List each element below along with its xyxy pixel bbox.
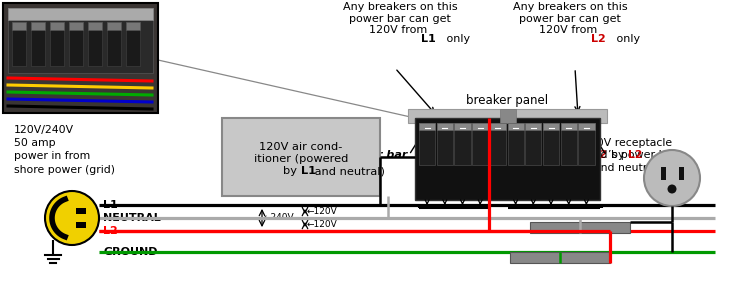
Text: Any breakers on this
power bar can get
120V from: Any breakers on this power bar can get 1… [512,2,627,35]
Bar [472,123,488,165]
Text: Any breakers on this
power bar can get
120V from: Any breakers on this power bar can get 1… [343,2,458,35]
Text: L1: L1 [301,166,316,176]
Bar [455,123,471,165]
Bar [12,22,26,66]
Text: ←120V: ←120V [307,207,338,216]
Bar [578,123,594,130]
Text: only: only [443,34,470,44]
Text: (powered by: (powered by [556,150,628,160]
Text: ←120V: ←120V [307,220,338,229]
Bar [561,123,577,130]
Circle shape [45,191,99,245]
Bar [69,22,83,30]
Text: L1’s power bar: L1’s power bar [314,150,407,160]
Text: only: only [613,34,640,44]
Text: L2: L2 [628,150,643,160]
Text: GROUND: GROUND [103,247,157,257]
Bar [543,123,559,130]
Circle shape [644,150,700,206]
Bar [661,167,665,180]
Text: L2: L2 [103,226,118,236]
Bar [50,22,64,30]
Bar [490,123,506,165]
Text: 120V receptacle: 120V receptacle [583,138,673,148]
Text: L1: L1 [103,200,118,210]
Bar [8,8,153,20]
Bar [126,22,140,30]
Bar [436,123,453,130]
Bar [543,123,559,165]
Bar [107,22,121,66]
Text: L2: L2 [591,34,605,44]
Text: ’s power bar: ’s power bar [608,150,677,160]
Text: NEUTRAL: NEUTRAL [103,213,161,223]
Bar [88,22,102,30]
Bar [472,123,488,130]
Bar [408,109,607,123]
Bar [525,123,542,165]
Bar [50,22,64,66]
Bar [3,3,158,113]
Bar [76,208,86,214]
Bar [88,22,102,66]
Bar [507,123,523,165]
Text: L1: L1 [420,34,436,44]
FancyBboxPatch shape [222,118,380,196]
Text: L2: L2 [593,150,608,160]
Bar [31,22,45,30]
Bar [8,8,153,73]
Bar [499,109,515,123]
Bar [126,22,140,66]
Text: and neutral): and neutral) [311,166,385,176]
Text: ←240V: ←240V [264,214,295,223]
Bar [76,222,86,228]
Bar [12,22,26,30]
Bar [525,123,542,130]
Circle shape [667,184,676,194]
Text: and neutral): and neutral) [594,162,662,172]
Text: breaker panel: breaker panel [466,94,548,107]
Bar [561,123,577,165]
Bar [510,252,610,263]
Bar [436,123,453,165]
Bar [678,167,683,180]
Bar [578,123,594,165]
Bar [455,123,471,130]
Bar [490,123,506,130]
Bar [31,22,45,66]
Bar [415,118,600,200]
Bar [419,123,435,130]
Bar [530,222,630,233]
Bar [107,22,121,30]
Text: by: by [284,166,301,176]
Bar [419,123,435,165]
Bar [69,22,83,66]
Text: 120V/240V
50 amp
power in from
shore power (grid): 120V/240V 50 amp power in from shore pow… [14,125,115,175]
Text: 120V air cond-: 120V air cond- [260,142,343,152]
Bar [507,123,523,130]
Text: itioner (powered: itioner (powered [254,154,348,164]
